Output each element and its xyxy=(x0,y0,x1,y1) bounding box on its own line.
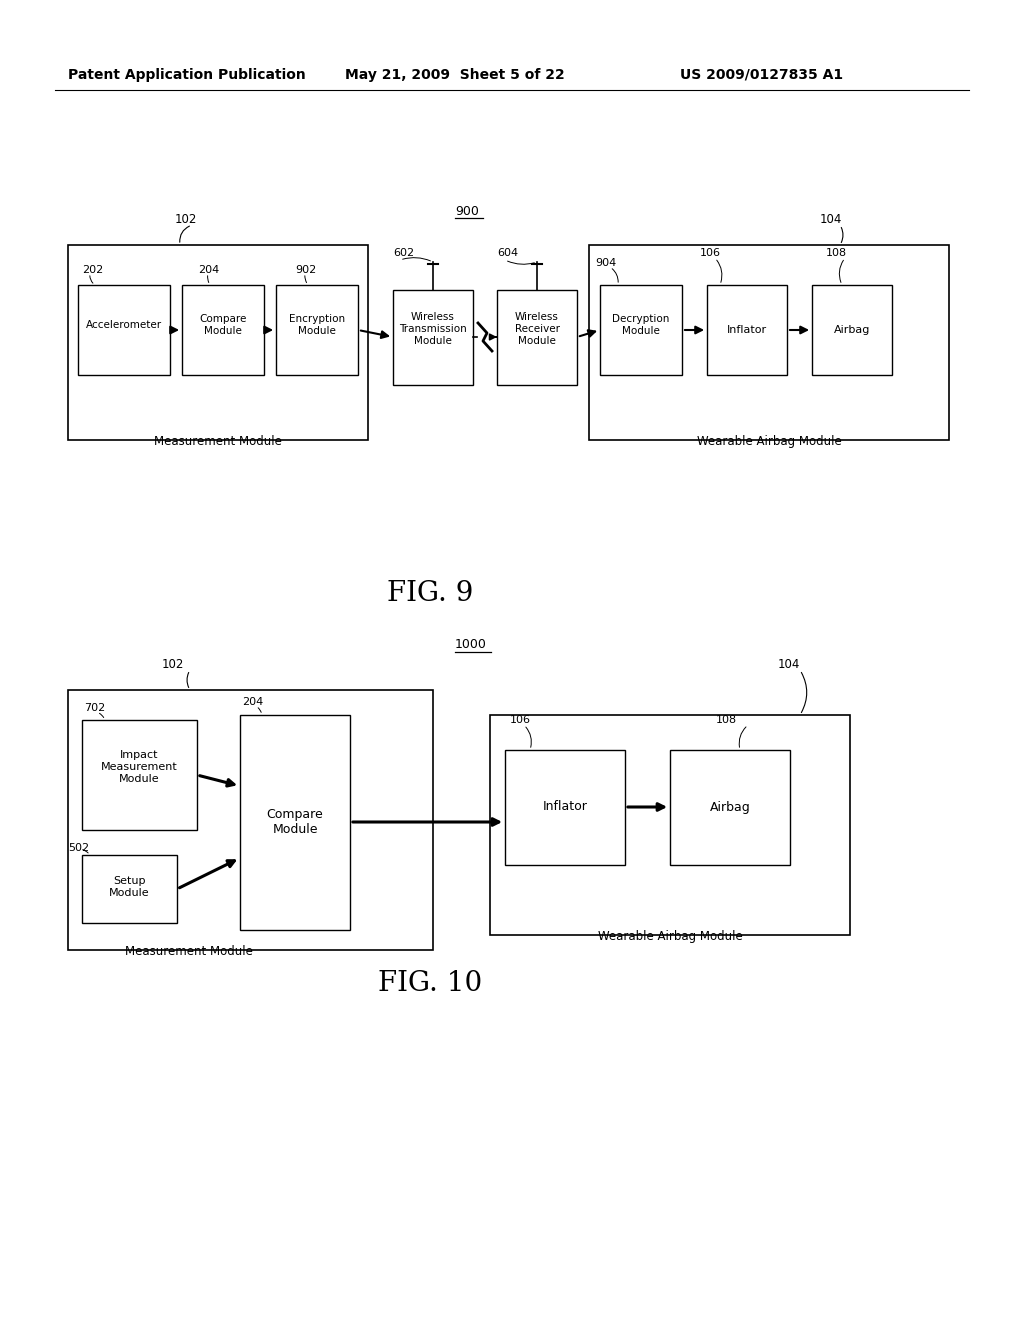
Text: 102: 102 xyxy=(175,213,198,226)
Text: 1000: 1000 xyxy=(455,638,486,651)
Text: Measurement Module: Measurement Module xyxy=(125,945,253,958)
Text: 104: 104 xyxy=(820,213,843,226)
Text: 502: 502 xyxy=(68,843,89,853)
Text: Decryption
Module: Decryption Module xyxy=(612,314,670,335)
Text: FIG. 10: FIG. 10 xyxy=(378,970,482,997)
Text: 108: 108 xyxy=(826,248,847,257)
Bar xyxy=(505,750,625,865)
Text: Patent Application Publication: Patent Application Publication xyxy=(68,69,306,82)
Bar xyxy=(812,285,892,375)
Text: Inflator: Inflator xyxy=(727,325,767,335)
Bar xyxy=(276,285,358,375)
Text: Setup
Module: Setup Module xyxy=(109,876,150,898)
Text: 102: 102 xyxy=(162,657,184,671)
Text: 204: 204 xyxy=(242,697,263,708)
Text: 604: 604 xyxy=(497,248,518,257)
Text: Wireless
Transmission
Module: Wireless Transmission Module xyxy=(399,313,467,346)
Bar xyxy=(68,690,433,950)
Text: Measurement Module: Measurement Module xyxy=(154,436,282,447)
Text: 904: 904 xyxy=(595,257,616,268)
Bar xyxy=(240,715,350,931)
Bar xyxy=(82,855,177,923)
Bar xyxy=(707,285,787,375)
Text: May 21, 2009  Sheet 5 of 22: May 21, 2009 Sheet 5 of 22 xyxy=(345,69,565,82)
Text: Airbag: Airbag xyxy=(834,325,870,335)
Bar xyxy=(82,719,197,830)
Text: Wearable Airbag Module: Wearable Airbag Module xyxy=(696,436,842,447)
Text: 104: 104 xyxy=(778,657,801,671)
Text: Accelerometer: Accelerometer xyxy=(86,319,162,330)
Text: Compare
Module: Compare Module xyxy=(200,314,247,335)
Bar xyxy=(670,750,790,865)
Bar xyxy=(589,246,949,440)
Text: Wearable Airbag Module: Wearable Airbag Module xyxy=(598,931,742,942)
Bar xyxy=(600,285,682,375)
Text: Encryption
Module: Encryption Module xyxy=(289,314,345,335)
Text: 702: 702 xyxy=(84,704,105,713)
Text: 202: 202 xyxy=(82,265,103,275)
Text: FIG. 9: FIG. 9 xyxy=(387,579,473,607)
Text: Inflator: Inflator xyxy=(543,800,588,813)
Text: 106: 106 xyxy=(700,248,721,257)
Bar xyxy=(497,290,577,385)
Bar xyxy=(393,290,473,385)
Text: 602: 602 xyxy=(393,248,414,257)
Text: 900: 900 xyxy=(455,205,479,218)
Bar xyxy=(182,285,264,375)
Bar xyxy=(78,285,170,375)
Text: 108: 108 xyxy=(716,715,737,725)
Text: 106: 106 xyxy=(510,715,531,725)
Text: 204: 204 xyxy=(198,265,219,275)
Text: US 2009/0127835 A1: US 2009/0127835 A1 xyxy=(680,69,843,82)
Text: Compare
Module: Compare Module xyxy=(266,808,324,836)
Bar xyxy=(490,715,850,935)
Text: Airbag: Airbag xyxy=(710,800,751,813)
Text: Wireless
Receiver
Module: Wireless Receiver Module xyxy=(514,313,559,346)
Text: 902: 902 xyxy=(295,265,316,275)
Text: Impact
Measurement
Module: Impact Measurement Module xyxy=(100,750,177,784)
Bar xyxy=(68,246,368,440)
